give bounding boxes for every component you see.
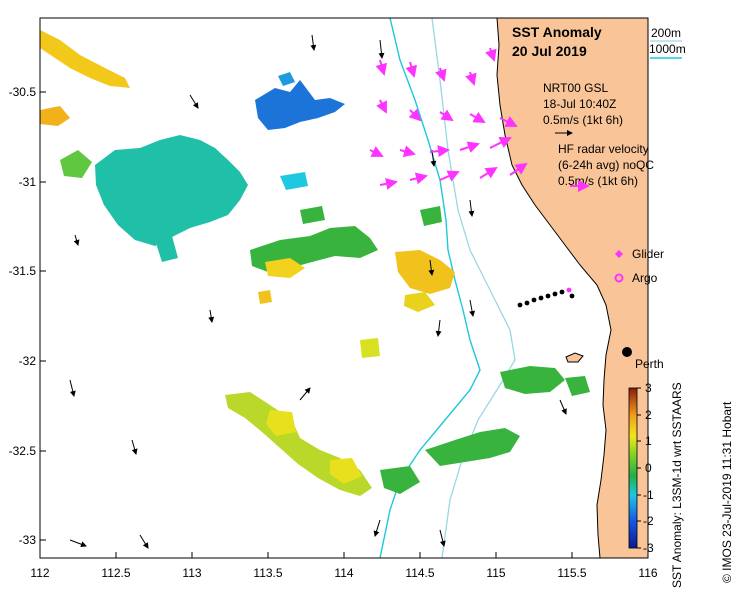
isobath-200m-label: 200m xyxy=(651,26,681,40)
hf-radar-vectors xyxy=(369,47,528,190)
map-date: 20 Jul 2019 xyxy=(512,43,587,59)
y-tick-label: -31 xyxy=(19,175,37,189)
colorbar: 3 2 1 0 -1 -2 -3 SST Anomaly: L3SM-1d wr… xyxy=(628,381,684,588)
colorbar-tick: 3 xyxy=(645,381,652,395)
sst-anomaly-patches xyxy=(40,30,590,496)
x-tick-label: 113 xyxy=(182,566,201,580)
perth-label: Perth xyxy=(635,357,664,371)
colorbar-tick: 1 xyxy=(645,434,652,448)
hf-radar-title: HF radar velocity xyxy=(558,142,649,156)
perth-marker xyxy=(622,347,632,357)
hf-radar-legend: HF radar velocity (6-24h avg) noQC 0.5m/… xyxy=(558,142,654,192)
colorbar-tick: -3 xyxy=(643,541,654,555)
nrt-legend: NRT00 GSL 18-Jul 10:40Z 0.5m/s (1kt 6h) xyxy=(543,81,623,136)
isobath-1000m-label: 1000m xyxy=(649,42,686,56)
current-vectors xyxy=(69,34,567,549)
y-tick-label: -30.5 xyxy=(9,85,37,99)
rottnest-island xyxy=(565,352,584,363)
y-tick-label: -33 xyxy=(19,533,37,547)
marker-legend: Glider Argo xyxy=(614,247,664,285)
y-tick-label: -32.5 xyxy=(9,444,37,458)
isobath-1000m xyxy=(379,18,481,558)
y-tick-label: -31.5 xyxy=(9,264,37,278)
x-tick-label: 115 xyxy=(486,566,505,580)
nrt-scale: 0.5m/s (1kt 6h) xyxy=(543,113,623,127)
nrt-time: 18-Jul 10:40Z xyxy=(543,97,616,111)
argo-legend-label: Argo xyxy=(632,271,658,285)
glider-legend-label: Glider xyxy=(632,247,664,261)
nrt-label: NRT00 GSL xyxy=(543,81,608,95)
x-tick-label: 112.5 xyxy=(101,566,130,580)
colorbar-tick: -1 xyxy=(643,488,654,502)
glider-track xyxy=(517,287,575,308)
colorbar-tick: 0 xyxy=(645,461,652,475)
x-tick-label: 116 xyxy=(638,566,657,580)
hf-radar-avg: (6-24h avg) noQC xyxy=(558,158,654,172)
y-axis xyxy=(40,91,46,541)
x-tick-label: 114.5 xyxy=(405,566,434,580)
colorbar-tick: 2 xyxy=(645,408,652,422)
y-tick-labels: -30.5 -31 -31.5 -32 -32.5 -33 xyxy=(9,85,37,547)
x-tick-label: 112 xyxy=(30,566,49,580)
y-tick-label: -32 xyxy=(19,354,37,368)
colorbar-label: SST Anomaly: L3SM-1d wrt SSTAARS xyxy=(670,382,684,588)
x-tick-label: 115.5 xyxy=(557,566,586,580)
map-title: SST Anomaly xyxy=(512,24,602,40)
x-tick-label: 113.5 xyxy=(253,566,282,580)
credit-text: © IMOS 23-Jul-2019 11:31 Hobart xyxy=(720,401,734,583)
x-tick-label: 114 xyxy=(334,566,353,580)
x-tick-labels: 112 112.5 113 113.5 114 114.5 115 115.5 … xyxy=(30,566,657,580)
isobath-legend: 200m 1000m xyxy=(649,26,686,59)
x-axis xyxy=(39,552,649,558)
colorbar-tick: -2 xyxy=(643,514,654,528)
